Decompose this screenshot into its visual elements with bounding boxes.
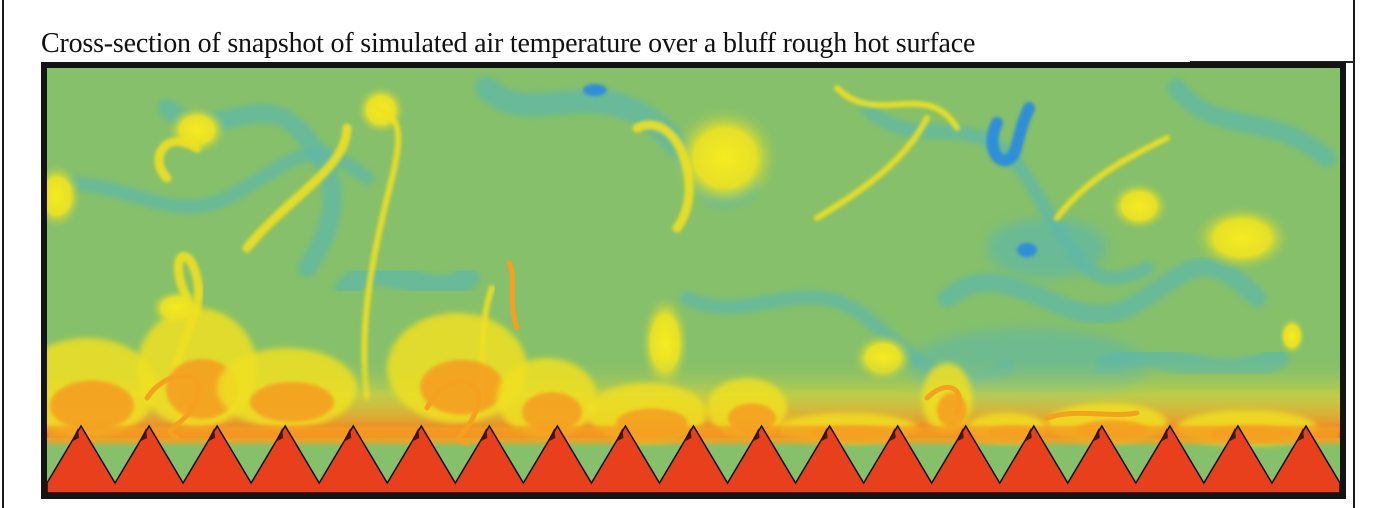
cool-air-region: [987, 218, 1107, 278]
roughness-element-shadow: [343, 428, 352, 442]
warm-air-filament: [1054, 135, 1170, 221]
hot-air-swirl: [924, 384, 963, 416]
hot-air-swirl: [506, 260, 520, 331]
roughness-element-shadow: [71, 428, 80, 442]
cold-air-core: [583, 84, 607, 96]
warm-air-vortex: [669, 104, 781, 212]
figure-caption: Cross-section of snapshot of simulated a…: [41, 28, 976, 59]
roughness-element-shadow: [1023, 428, 1032, 442]
roughness-element-shadow: [1091, 428, 1100, 442]
warm-air-filament: [361, 105, 402, 401]
roughness-element-shadow: [547, 428, 556, 442]
roughness-element-shadow: [1159, 428, 1168, 442]
roughness-element-shadow: [1227, 428, 1236, 442]
roughness-element-shadow: [1295, 428, 1304, 442]
hot-rough-surface: [47, 424, 1340, 493]
temperature-snapshot-panel: [41, 62, 1346, 499]
warm-air-vortex: [1278, 316, 1306, 356]
roughness-element-shadow: [411, 428, 420, 442]
roughness-element-shadow: [275, 428, 284, 442]
cool-air-wisp: [860, 101, 1154, 285]
cool-air-wisp: [335, 261, 479, 300]
warm-air-vortex: [1108, 180, 1170, 232]
warm-air-filament: [834, 85, 960, 131]
roughness-element-shadow: [887, 428, 896, 442]
temperature-field: [47, 68, 1340, 493]
hot-air-swirl: [1044, 410, 1140, 421]
roughness-element-shadow: [955, 428, 964, 442]
figure-outer-frame: [2, 0, 1355, 508]
warm-air-vortex: [47, 162, 83, 230]
roughness-element-shadow: [207, 428, 216, 442]
warm-air-vortex: [1191, 204, 1293, 272]
temperature-field-image: [47, 68, 1340, 493]
warm-air-filament: [154, 137, 202, 183]
hot-air-plume: [250, 382, 334, 422]
hot-air-plume: [937, 392, 967, 428]
roughness-element-shadow: [615, 428, 624, 442]
rough-surface-profile: [47, 424, 1340, 493]
cold-air-core: [986, 102, 1035, 167]
roughness-element-shadow: [683, 428, 692, 442]
cool-air-wisp: [1167, 78, 1337, 168]
hot-air-plume: [50, 380, 134, 431]
warm-air-filament: [242, 123, 352, 253]
cool-air-wisp: [937, 257, 1267, 324]
roughness-element-shadow: [479, 428, 488, 442]
warm-air-filament: [632, 120, 694, 233]
hot-air-plume: [522, 392, 582, 432]
cold-air-core: [1017, 243, 1037, 257]
warm-air-filament: [814, 115, 930, 221]
roughness-element-shadow: [139, 428, 148, 442]
roughness-element-shadow: [751, 428, 760, 442]
roughness-element-shadow: [819, 428, 828, 442]
hot-air-plume: [420, 359, 504, 415]
